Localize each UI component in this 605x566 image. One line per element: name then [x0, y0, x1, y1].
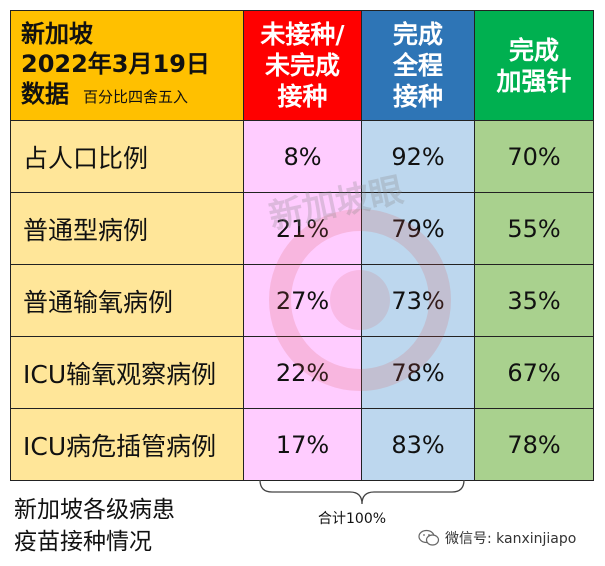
- title-line-1: 新加坡: [21, 20, 93, 48]
- cell-booster: 78%: [474, 408, 594, 481]
- header-unvaccinated-line-1: 未接种/: [260, 20, 345, 49]
- table-row: 占人口比例 8% 92% 70%: [10, 120, 594, 193]
- header-full-line-1: 完成: [392, 20, 443, 49]
- rounding-note: 百分比四舍五入: [83, 88, 189, 106]
- cell-booster: 35%: [474, 264, 594, 337]
- wechat-text: 微信号: kanxinjiapo: [445, 531, 577, 547]
- header-row: 新加坡 2022年3月19日 数据 百分比四舍五入 未接种/ 未完成 接种 完成 …: [10, 10, 594, 121]
- header-full-line-2: 全程: [392, 51, 443, 80]
- title-cell: 新加坡 2022年3月19日 数据 百分比四舍五入: [10, 10, 244, 121]
- row-category: 占人口比例: [10, 120, 244, 193]
- header-booster: 完成 加强针: [474, 10, 594, 121]
- cell-unvaccinated: 22%: [243, 336, 362, 409]
- header-unvaccinated-line-3: 接种: [277, 82, 328, 111]
- table-row: 普通输氧病例 27% 73% 35%: [10, 264, 594, 337]
- cell-fully-vaccinated: 73%: [361, 264, 475, 337]
- header-booster-line-1: 完成: [508, 35, 559, 65]
- cell-unvaccinated: 17%: [243, 408, 362, 481]
- cell-unvaccinated: 21%: [243, 192, 362, 265]
- title-line-2: 2022年3月19日: [21, 50, 210, 78]
- title-line-3: 数据: [21, 80, 69, 108]
- row-category: ICU病危插管病例: [10, 408, 244, 481]
- brace-label: 合计100%: [318, 511, 387, 527]
- cell-fully-vaccinated: 92%: [361, 120, 475, 193]
- cell-fully-vaccinated: 78%: [361, 336, 475, 409]
- row-category: 普通型病例: [10, 192, 244, 265]
- header-booster-line-2: 加强针: [496, 66, 572, 96]
- cell-booster: 67%: [474, 336, 594, 409]
- sum-brace: [259, 479, 465, 505]
- cell-unvaccinated: 27%: [243, 264, 362, 337]
- row-category: 普通输氧病例: [10, 264, 244, 337]
- header-fully-vaccinated: 完成 全程 接种: [361, 10, 475, 121]
- cell-unvaccinated: 8%: [243, 120, 362, 193]
- cell-fully-vaccinated: 83%: [361, 408, 475, 481]
- table-row: ICU病危插管病例 17% 83% 78%: [10, 408, 594, 481]
- wechat-id: 微信号: kanxinjiapo: [418, 528, 576, 548]
- vaccination-table: 新加坡 2022年3月19日 数据 百分比四舍五入 未接种/ 未完成 接种 完成 …: [10, 10, 594, 481]
- cell-booster: 70%: [474, 120, 594, 193]
- header-unvaccinated: 未接种/ 未完成 接种: [243, 10, 362, 121]
- caption-line-2: 疫苗接种情况: [14, 529, 152, 555]
- row-category: ICU输氧观察病例: [10, 336, 244, 409]
- wechat-icon: [418, 529, 440, 546]
- header-full-line-3: 接种: [392, 82, 443, 111]
- cell-fully-vaccinated: 79%: [361, 192, 475, 265]
- header-unvaccinated-line-2: 未完成: [264, 51, 340, 80]
- table-row: ICU输氧观察病例 22% 78% 67%: [10, 336, 594, 409]
- caption-line-1: 新加坡各级病患: [14, 497, 175, 523]
- table-row: 普通型病例 21% 79% 55%: [10, 192, 594, 265]
- cell-booster: 55%: [474, 192, 594, 265]
- caption: 新加坡各级病患 疫苗接种情况: [14, 494, 175, 558]
